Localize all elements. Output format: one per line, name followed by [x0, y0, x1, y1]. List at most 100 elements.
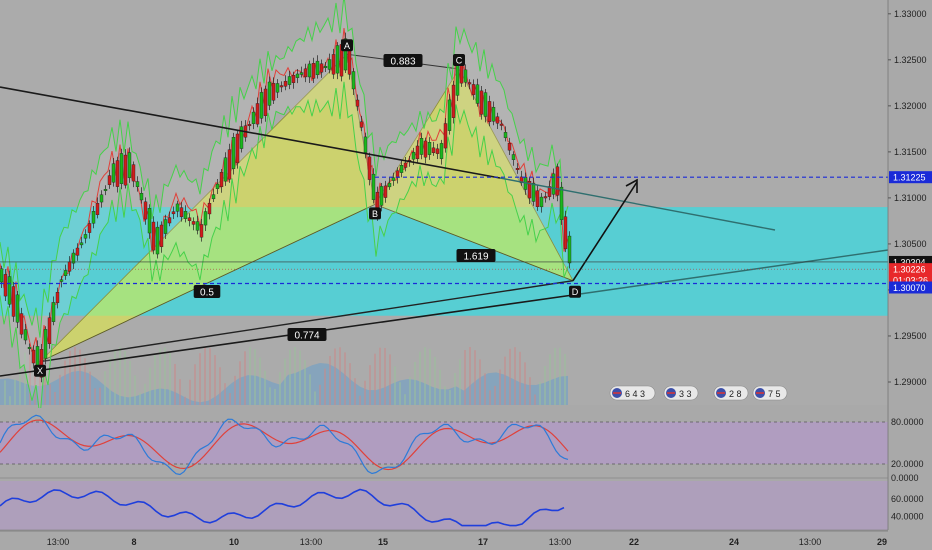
time-tick-label: 29 [877, 537, 887, 547]
candle-body [79, 242, 84, 246]
event-count: 6 4 3 [625, 389, 645, 399]
volume-bar [489, 390, 491, 405]
candle-body [111, 163, 116, 183]
candle-body [7, 276, 12, 305]
time-tick-label: 15 [378, 537, 388, 547]
volume-bar [384, 347, 386, 405]
volume-bar [204, 347, 206, 405]
ratio-label: 1.619 [463, 252, 488, 263]
price-badge-label: 1.30070 [893, 283, 926, 293]
volume-bar [289, 349, 291, 405]
candle-body [447, 99, 452, 131]
candle-body [467, 82, 472, 85]
rsi-background [0, 481, 888, 530]
time-tick-label: 22 [629, 537, 639, 547]
candle-body [99, 194, 104, 203]
time-tick-label: 24 [729, 537, 739, 547]
ratio-badge [456, 249, 496, 262]
candle-body [211, 194, 216, 200]
volume-bar [524, 362, 526, 405]
candle-body [63, 270, 68, 276]
volume-bar [224, 383, 226, 405]
volume-bar [24, 352, 26, 405]
candle-body [239, 126, 244, 149]
price-tick-label: 1.33000 [894, 9, 927, 19]
volume-bar [449, 389, 451, 405]
candle-body [199, 224, 204, 238]
candle-body [403, 162, 408, 168]
candle-body [335, 45, 340, 74]
candle-body [167, 217, 172, 224]
candle-body [491, 107, 496, 122]
candle-body [123, 154, 128, 186]
volume-bar [19, 363, 21, 405]
candle-body [11, 286, 16, 317]
volume-bar [354, 378, 356, 405]
volume-bar [44, 368, 46, 405]
candle-body [223, 157, 228, 182]
candle-body [163, 219, 168, 234]
volume-histogram [0, 347, 568, 405]
stochastic-k-line [0, 414, 569, 476]
price-tick-label: 1.31000 [894, 193, 927, 203]
price-badge [889, 171, 932, 184]
candle-body [531, 182, 536, 202]
candle-body [299, 72, 304, 75]
candle-body [359, 121, 364, 128]
candle-body [331, 54, 336, 75]
candle-body [155, 226, 160, 255]
candle-body [51, 302, 56, 322]
candle-body [551, 173, 556, 195]
time-tick-label: 13:00 [47, 537, 70, 547]
candle-body [483, 92, 488, 117]
volume-bar [194, 364, 196, 405]
volume-bar [214, 355, 216, 405]
price-badge-label: 1.31225 [893, 173, 926, 183]
volume-bar [399, 382, 401, 405]
candle-body [311, 63, 316, 79]
candle-body [515, 168, 520, 170]
price-badge-label: 1.30304 [893, 257, 926, 267]
candle-body [283, 80, 288, 87]
volume-bar [344, 352, 346, 405]
price-tick-label: 1.29000 [894, 377, 927, 387]
volume-bar [504, 356, 506, 405]
volume-bar [554, 347, 556, 405]
price-badge-label: 01:03:26 [893, 276, 928, 286]
volume-bar [534, 394, 536, 405]
candle-body [439, 143, 444, 159]
volume-bar [174, 363, 176, 405]
candle-body [143, 201, 148, 220]
volume-bar [459, 359, 461, 405]
volume-bar [104, 371, 106, 405]
price-tick-label: 1.31500 [894, 147, 927, 157]
volume-bar [34, 348, 36, 405]
volume-bar [134, 375, 136, 405]
volume-bar [89, 371, 91, 405]
candle-body [527, 181, 532, 199]
candle-body [67, 261, 72, 272]
volume-bar [419, 351, 421, 405]
candle-body [563, 216, 568, 250]
price-tick-label: 1.30500 [894, 239, 927, 249]
candle-body [147, 208, 152, 234]
candle-body [455, 65, 460, 96]
volume-bar [404, 394, 406, 405]
candle-body [43, 329, 48, 359]
volume-bar [109, 357, 111, 405]
volume-bar [119, 347, 121, 405]
candle-body [27, 347, 32, 349]
point-badge-d [569, 285, 581, 298]
candle-body [251, 111, 256, 124]
ratio-badge [193, 285, 221, 298]
support-trendline [0, 294, 574, 377]
volume-bar [414, 362, 416, 405]
candle-body [135, 181, 140, 187]
candle-body [319, 63, 324, 73]
ratio-badge [287, 328, 327, 341]
candle-body [247, 124, 252, 127]
volume-bar [164, 347, 166, 405]
volume-bar [429, 348, 431, 405]
